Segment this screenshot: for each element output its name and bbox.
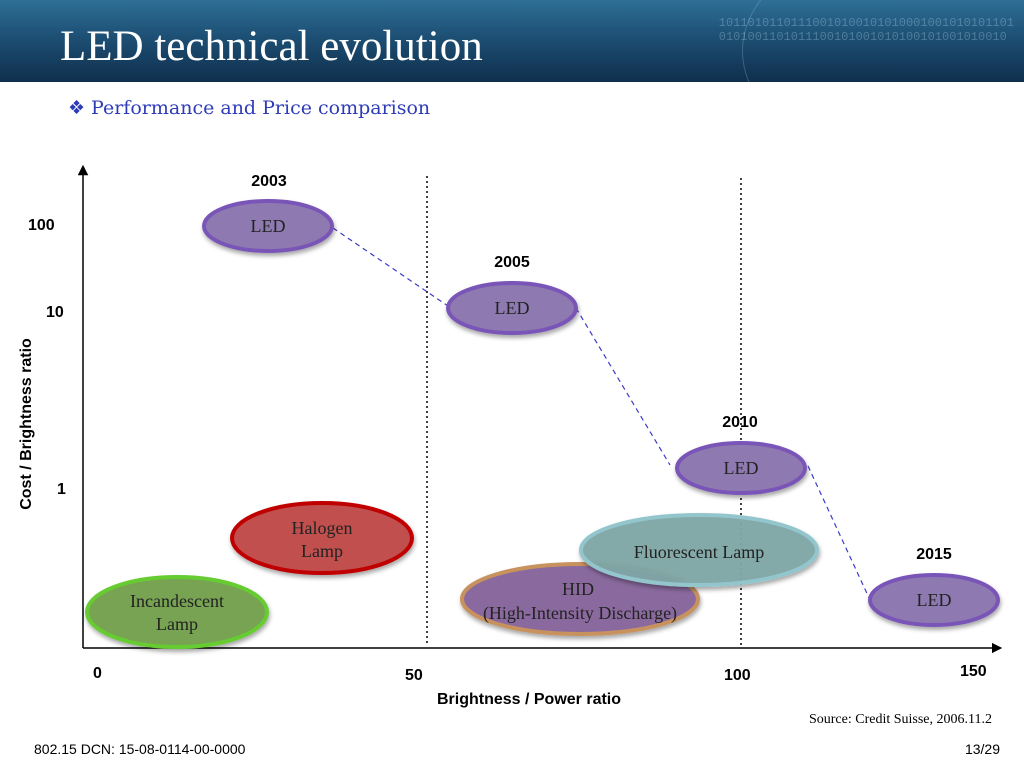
led-2005-label: LED	[495, 298, 530, 318]
hid-label-1: HID	[562, 579, 594, 599]
slide-title: LED technical evolution	[60, 23, 483, 70]
led-2015-bubble: LED	[868, 573, 1000, 627]
incandescent-label-1: Incandescent	[130, 591, 224, 611]
y-tick-1: 1	[57, 481, 66, 498]
led-2010-label: LED	[724, 458, 759, 478]
led-trend-connectors	[332, 227, 871, 601]
incandescent-bubble: Incandescent Lamp	[85, 575, 269, 649]
halogen-bubble: Halogen Lamp	[230, 501, 414, 575]
hid-label-2: (High-Intensity Discharge)	[483, 603, 677, 624]
binary-line-1: 1011010110111001010010101000100101010110…	[718, 16, 1014, 30]
title-banner: 1011010110111001010010101000100101010110…	[0, 0, 1024, 82]
led-2010-bubble: LED	[675, 441, 807, 495]
year-2010: 2010	[722, 414, 758, 431]
source-citation: Source: Credit Suisse, 2006.11.2	[808, 712, 992, 727]
fluorescent-label: Fluorescent Lamp	[634, 542, 764, 562]
led-2005-bubble: LED	[446, 281, 578, 335]
slide-subtitle: ❖ Performance and Price comparison	[68, 97, 430, 119]
halogen-label-1: Halogen	[292, 518, 353, 538]
x-tick-50: 50	[405, 667, 423, 684]
incandescent-label-2: Lamp	[156, 614, 198, 634]
led-2003-bubble: LED	[202, 199, 334, 253]
page-number: 13/29	[964, 741, 1000, 757]
subtitle-text: Performance and Price comparison	[91, 97, 431, 119]
led-2003-label: LED	[251, 216, 286, 236]
year-2003: 2003	[251, 173, 287, 190]
x-tick-0: 0	[93, 665, 102, 682]
diamond-bullet-icon: ❖	[68, 97, 86, 119]
fluorescent-bubble: Fluorescent Lamp	[579, 513, 819, 587]
x-axis-label: Brightness / Power ratio	[437, 691, 621, 708]
x-tick-100: 100	[724, 667, 751, 684]
y-axis-label: Cost / Brightness ratio	[18, 338, 35, 510]
year-2005: 2005	[494, 254, 530, 271]
year-2015: 2015	[916, 546, 952, 563]
globe-graphic	[742, 0, 1024, 82]
binary-pattern: 1011010110111001010010101000100101010110…	[719, 16, 1014, 44]
halogen-label-2: Lamp	[301, 541, 343, 561]
footer-document-id: 802.15 DCN: 15-08-0114-00-0000	[34, 741, 246, 757]
x-tick-150: 150	[960, 663, 987, 680]
connector-2003-2005	[332, 227, 449, 307]
y-tick-100: 100	[28, 217, 55, 234]
led-2015-label: LED	[917, 590, 952, 610]
y-tick-10: 10	[46, 304, 64, 321]
connector-2005-2010	[575, 307, 671, 466]
binary-line-2: 0101001101011100101001010100101001010010	[718, 30, 1007, 44]
connector-2010-2015	[807, 465, 871, 601]
